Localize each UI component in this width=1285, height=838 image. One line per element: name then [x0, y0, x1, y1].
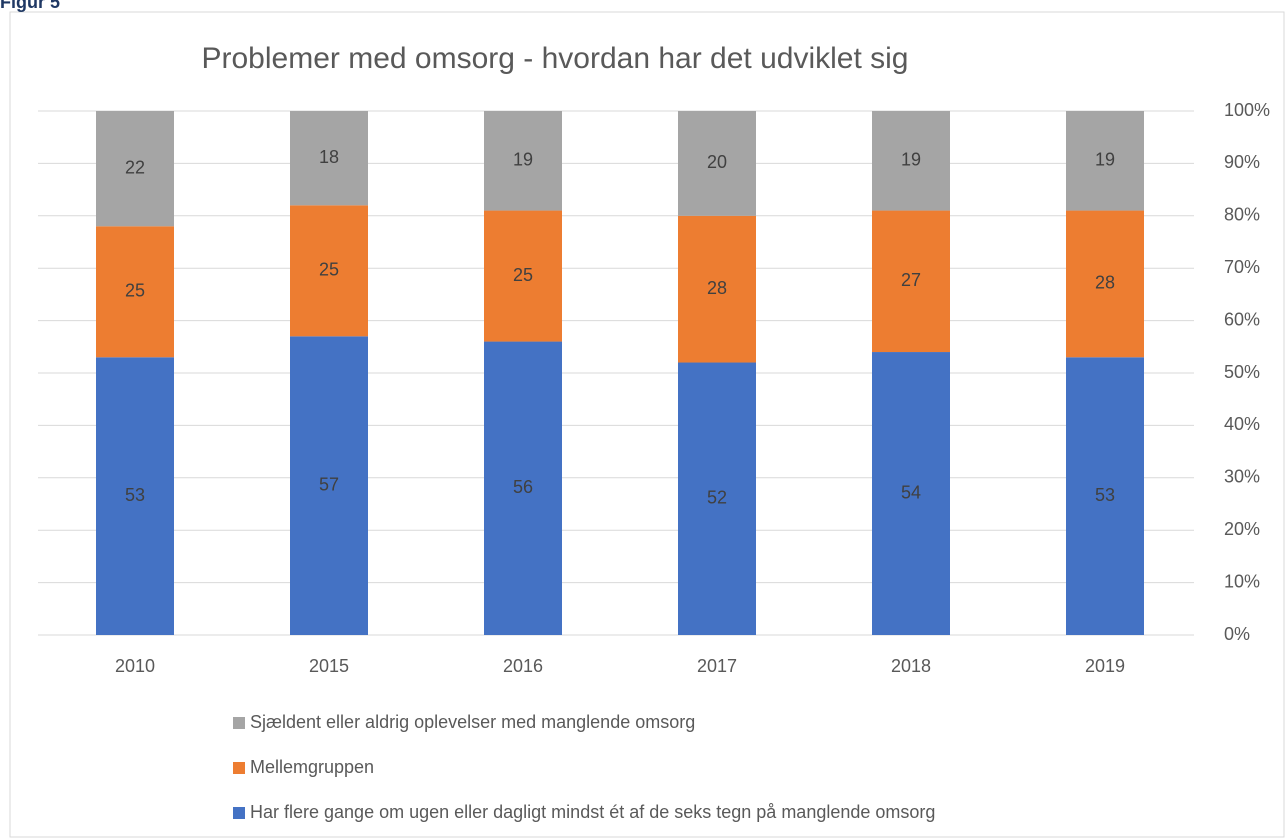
x-tick-label: 2010: [115, 656, 155, 676]
bar-segment: [872, 210, 950, 353]
y-tick-label: 70%: [1224, 257, 1260, 277]
bar-segment: [484, 111, 562, 211]
y-tick-label: 40%: [1224, 414, 1260, 434]
data-label: 19: [513, 150, 533, 170]
data-label: 25: [319, 260, 339, 280]
data-label: 53: [125, 485, 145, 505]
data-label: 27: [901, 270, 921, 290]
bar-segment: [484, 341, 562, 635]
x-tick-label: 2017: [697, 656, 737, 676]
data-label: 25: [125, 281, 145, 301]
data-label: 20: [707, 152, 727, 172]
data-label: 19: [1095, 150, 1115, 170]
bar-segment: [96, 111, 174, 227]
legend-label: Mellemgruppen: [250, 757, 374, 777]
legend-label: Sjældent eller aldrig oplevelser med man…: [250, 712, 695, 732]
data-label: 56: [513, 477, 533, 497]
data-label: 53: [1095, 485, 1115, 505]
data-label: 52: [707, 488, 727, 508]
data-label: 57: [319, 474, 339, 494]
bar-segment: [290, 205, 368, 337]
bar-segment: [678, 111, 756, 216]
legend-swatch: [233, 762, 245, 774]
bar-segment: [96, 357, 174, 635]
y-tick-label: 20%: [1224, 519, 1260, 539]
y-tick-label: 50%: [1224, 362, 1260, 382]
y-tick-label: 100%: [1224, 100, 1270, 120]
data-label: 28: [707, 278, 727, 298]
legend-swatch: [233, 807, 245, 819]
x-tick-label: 2019: [1085, 656, 1125, 676]
bar-segment: [872, 111, 950, 211]
bar-segment: [290, 336, 368, 635]
bar-segment: [1066, 357, 1144, 635]
data-label: 25: [513, 265, 533, 285]
bar-segment: [96, 226, 174, 358]
legend-label: Har flere gange om ugen eller dagligt mi…: [250, 802, 935, 822]
data-label: 28: [1095, 273, 1115, 293]
legend-swatch: [233, 717, 245, 729]
bar-segment: [1066, 111, 1144, 211]
y-tick-label: 80%: [1224, 205, 1260, 225]
bar-segment: [678, 215, 756, 363]
data-label: 22: [125, 157, 145, 177]
y-tick-label: 90%: [1224, 152, 1260, 172]
data-label: 18: [319, 147, 339, 167]
data-label: 19: [901, 150, 921, 170]
bar-segment: [872, 352, 950, 635]
y-tick-label: 60%: [1224, 309, 1260, 329]
bar-segment: [290, 111, 368, 206]
y-tick-label: 10%: [1224, 571, 1260, 591]
x-tick-label: 2015: [309, 656, 349, 676]
x-tick-label: 2018: [891, 656, 931, 676]
bar-segment: [1066, 210, 1144, 358]
y-tick-label: 30%: [1224, 467, 1260, 487]
chart-title: Problemer med omsorg - hvordan har det u…: [202, 42, 909, 75]
bar-segment: [484, 210, 562, 342]
figure-label: Figur 5: [0, 0, 60, 12]
y-tick-label: 0%: [1224, 624, 1250, 644]
x-tick-label: 2016: [503, 656, 543, 676]
bar-segment: [678, 362, 756, 635]
data-label: 54: [901, 482, 921, 502]
